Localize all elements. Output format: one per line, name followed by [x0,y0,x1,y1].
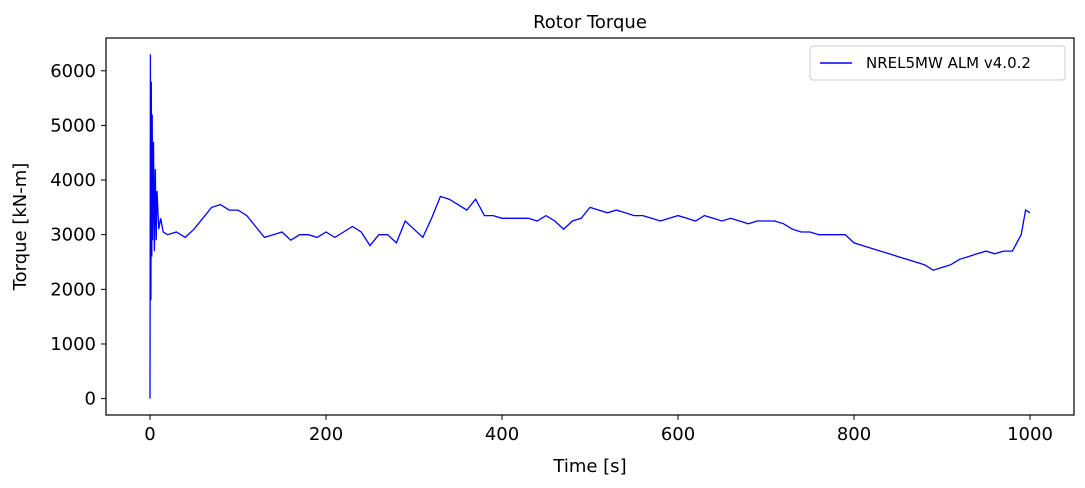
y-tick-label: 5000 [50,115,96,136]
y-tick-label: 3000 [50,225,96,246]
x-tick-label: 1000 [1007,424,1053,445]
y-axis-label: Torque [kN-m] [10,163,31,292]
y-tick-label: 6000 [50,61,96,82]
x-tick-label: 400 [485,424,519,445]
y-axis: 0 1000 2000 3000 4000 5000 6000 [50,61,106,410]
x-tick-label: 0 [144,424,155,445]
series-line-nrel5mw [149,54,1031,399]
x-axis: 0 200 400 600 800 1000 [144,415,1053,445]
x-tick-label: 600 [661,424,695,445]
legend-label: NREL5MW ALM v4.0.2 [866,54,1031,72]
chart-title: Rotor Torque [533,12,647,33]
y-tick-label: 2000 [50,279,96,300]
y-tick-label: 4000 [50,170,96,191]
x-tick-label: 800 [837,424,871,445]
x-tick-label: 200 [309,424,343,445]
legend-box [809,45,1066,81]
legend: NREL5MW ALM v4.0.2 [809,45,1066,81]
plot-area [105,37,1075,416]
y-tick-label: 1000 [50,334,96,355]
x-axis-label: Time [s] [552,456,626,477]
y-tick-label: 0 [85,389,96,410]
